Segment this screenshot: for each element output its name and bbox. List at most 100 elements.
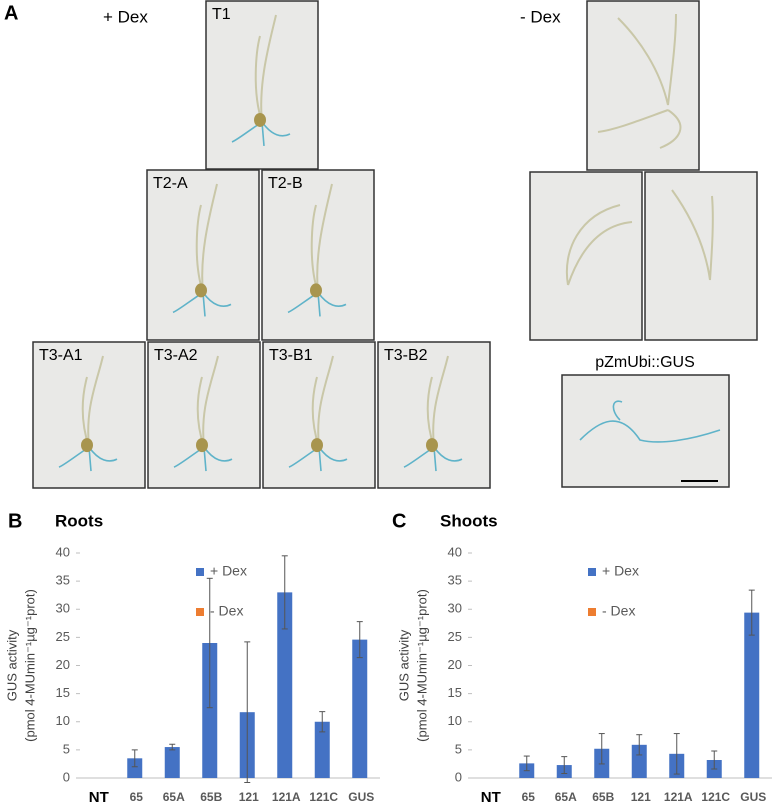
photo (529, 171, 643, 341)
panel-label: B (8, 510, 22, 532)
legend-label: - Dex (210, 603, 243, 619)
chart-title: Roots (55, 511, 103, 530)
photo-label: T3-A2 (154, 347, 198, 364)
error-bar (673, 733, 680, 775)
photo-label: T3-A1 (39, 347, 83, 364)
y-tick-label: 30 (448, 601, 462, 616)
photo-label: T3-B1 (269, 347, 313, 364)
photo-label: pZmUbi::GUS (595, 354, 695, 371)
y-tick-label: 10 (56, 713, 70, 728)
error-bar (319, 711, 326, 733)
x-tick-label: 121 (239, 790, 259, 804)
y-axis-label: (pmol 4-MUmin⁻¹µg⁻¹prot) (22, 589, 37, 742)
seed (196, 438, 208, 453)
x-tick-label: 65B (200, 790, 222, 804)
y-tick-label: 10 (448, 713, 462, 728)
y-tick-label: 20 (448, 657, 462, 672)
error-bar (561, 756, 568, 774)
x-tick-label: 121C (309, 790, 338, 804)
y-tick-label: 35 (448, 573, 462, 588)
bar (631, 744, 647, 778)
legend-label: - Dex (602, 603, 635, 619)
y-tick-label: 0 (455, 769, 462, 784)
seedling (671, 189, 714, 281)
condition-label: + Dex (103, 7, 148, 26)
seedling (254, 14, 277, 123)
y-tick-label: 35 (56, 573, 70, 588)
x-tick-label: NT (481, 789, 501, 806)
error-bar (206, 577, 213, 709)
x-tick-label: 121C (701, 790, 730, 804)
y-tick-label: 20 (56, 657, 70, 672)
error-bar (598, 733, 605, 765)
bar (314, 721, 330, 778)
x-tick-label: 121 (631, 790, 651, 804)
y-tick-label: 40 (448, 544, 462, 559)
seedling-root (579, 400, 721, 443)
legend-label: + Dex (602, 563, 639, 579)
y-tick-label: 15 (448, 685, 462, 700)
x-tick-label: 65A (555, 790, 577, 804)
x-tick-label: GUS (348, 790, 374, 804)
bar (164, 747, 180, 778)
error-bar (636, 734, 643, 756)
photo-label: T3-B2 (384, 347, 428, 364)
y-axis-label: GUS activity (4, 629, 19, 701)
legend-swatch (196, 568, 204, 576)
bar (277, 592, 293, 778)
seed (195, 283, 207, 298)
error-bar (169, 743, 176, 751)
y-tick-label: 5 (63, 741, 70, 756)
bar (202, 643, 218, 778)
legend-swatch (196, 608, 204, 616)
seed (426, 438, 438, 453)
photo-label: T2-A (153, 175, 188, 192)
error-bar (748, 589, 755, 636)
x-tick-label: GUS (740, 790, 766, 804)
photo-label: T1 (212, 6, 231, 23)
photo (644, 171, 758, 341)
error-bar (711, 750, 718, 770)
error-bar (523, 755, 530, 772)
legend-swatch (588, 608, 596, 616)
y-tick-label: 25 (448, 629, 462, 644)
error-bar (131, 749, 138, 768)
bar (744, 612, 760, 778)
x-tick-label: 121A (664, 790, 693, 804)
y-tick-label: 15 (56, 685, 70, 700)
seedling (617, 13, 677, 106)
y-axis-label: GUS activity (396, 629, 411, 701)
seedling (565, 204, 633, 286)
y-tick-label: 25 (56, 629, 70, 644)
y-tick-label: 40 (56, 544, 70, 559)
seed (310, 283, 322, 298)
untreated-photos (529, 0, 758, 488)
photo-label: T2-B (268, 175, 303, 192)
x-tick-label: 121A (272, 790, 301, 804)
y-tick-label: 0 (63, 769, 70, 784)
seedling (310, 183, 333, 293)
condition-label: - Dex (520, 7, 561, 26)
panel-label: C (392, 510, 406, 532)
error-bar (281, 555, 288, 630)
error-bar (356, 621, 363, 659)
x-tick-label: 65A (163, 790, 185, 804)
seedling-root (597, 109, 682, 149)
error-bar (244, 641, 251, 783)
x-tick-label: 65 (130, 790, 144, 804)
seed (254, 112, 266, 127)
x-tick-label: 65B (592, 790, 614, 804)
seedling (195, 183, 218, 293)
x-tick-label: NT (89, 789, 109, 806)
legend-label: + Dex (210, 563, 247, 579)
chart-title: Shoots (440, 511, 498, 530)
photo (561, 374, 730, 488)
panel-label: A (4, 2, 18, 24)
bar (352, 639, 368, 778)
x-tick-label: 65 (522, 790, 536, 804)
bar (127, 758, 143, 778)
y-axis-label: (pmol 4-MUmin⁻¹µg⁻¹prot) (414, 589, 429, 742)
seed (81, 438, 93, 453)
photo (586, 0, 700, 171)
